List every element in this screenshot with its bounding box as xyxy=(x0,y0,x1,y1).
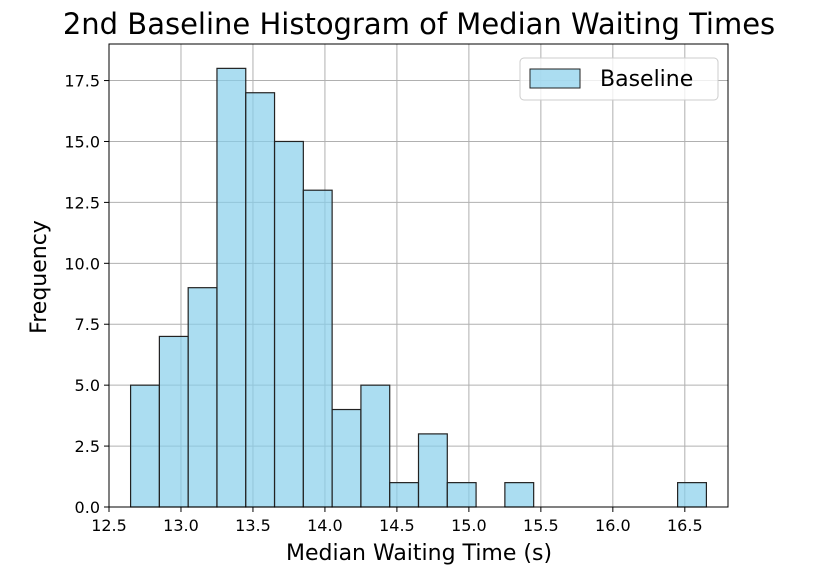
y-tick-label: 0.0 xyxy=(75,498,100,517)
histogram-bar xyxy=(302,189,333,508)
plot-frame xyxy=(108,43,729,508)
x-tick-label: 16.5 xyxy=(667,516,703,535)
x-tick-label: 14.0 xyxy=(307,516,343,535)
legend-label-baseline: Baseline xyxy=(600,67,693,92)
histogram-bar xyxy=(504,482,535,508)
histogram-bars xyxy=(129,67,708,508)
histogram-bar xyxy=(158,335,189,508)
y-tick-label: 12.5 xyxy=(64,193,100,212)
legend: Baseline xyxy=(519,57,719,101)
x-axis-label: Median Waiting Time (s) xyxy=(286,541,552,566)
histogram-bar xyxy=(677,482,708,508)
x-tick-label: 14.5 xyxy=(379,516,415,535)
histogram-bar xyxy=(187,287,218,508)
y-tick-label: 5.0 xyxy=(75,376,100,395)
histogram-bar xyxy=(360,384,391,508)
y-tick-label: 7.5 xyxy=(75,315,100,334)
y-axis-ticks: 0.0 2.5 5.0 7.5 10.0 12.5 15.0 17.5 xyxy=(64,72,109,517)
x-tick-label: 13.5 xyxy=(235,516,271,535)
y-axis-label: Frequency xyxy=(27,220,52,334)
x-tick-label: 15.0 xyxy=(451,516,487,535)
histogram-bar xyxy=(245,92,276,508)
x-tick-label: 16.0 xyxy=(595,516,631,535)
x-tick-label: 13.0 xyxy=(163,516,199,535)
x-tick-label: 12.5 xyxy=(91,516,127,535)
histogram-bar xyxy=(216,67,247,508)
y-tick-label: 10.0 xyxy=(64,254,100,273)
x-tick-label: 15.5 xyxy=(523,516,559,535)
x-axis-ticks: 12.5 13.0 13.5 14.0 14.5 15.0 15.5 16.0 16.5 xyxy=(91,507,703,535)
y-tick-label: 15.0 xyxy=(64,132,100,151)
legend-swatch-baseline xyxy=(529,68,581,89)
histogram-bar xyxy=(389,482,420,508)
histogram-bar xyxy=(273,140,304,508)
y-tick-label: 2.5 xyxy=(75,437,100,456)
chart-title: 2nd Baseline Histogram of Median Waiting… xyxy=(63,7,775,41)
histogram-bar xyxy=(331,408,362,508)
histogram-bar xyxy=(446,482,477,508)
histogram-bar xyxy=(417,433,448,508)
y-tick-label: 17.5 xyxy=(64,72,100,91)
histogram-bar xyxy=(129,384,160,508)
